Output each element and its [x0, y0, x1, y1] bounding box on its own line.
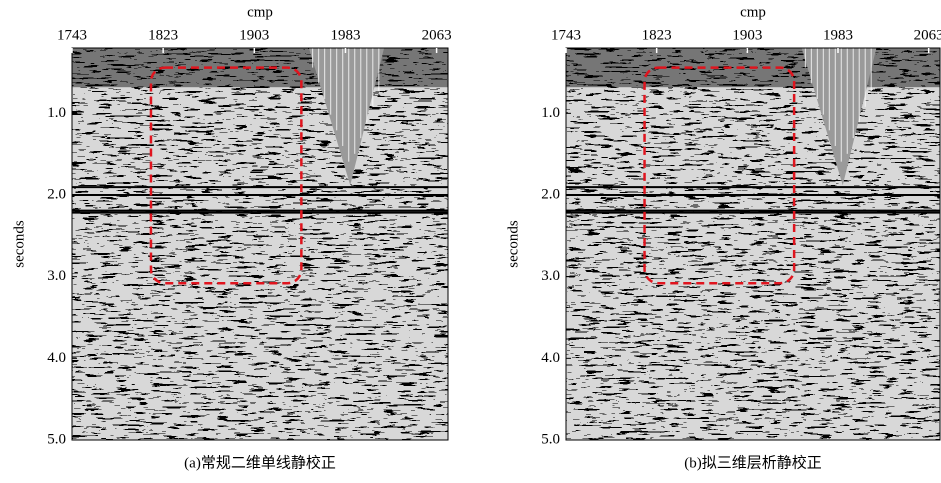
x-tick-label: 2063	[914, 27, 941, 43]
x-tick-label: 1743	[57, 27, 87, 43]
y-tick-label: 1.0	[541, 105, 560, 121]
seismic-section	[71, 47, 449, 441]
caption: (b)拟三维层析静校正	[684, 454, 822, 471]
caption: (a)常规二维单线静校正	[184, 454, 336, 471]
x-tick-label: 1983	[823, 27, 853, 43]
y-tick-label: 3.0	[541, 268, 560, 284]
plot-frame	[71, 47, 449, 441]
x-tick-label: 1823	[642, 27, 672, 43]
x-tick-label: 2063	[422, 27, 452, 43]
y-tick-label: 2.0	[541, 186, 560, 202]
y-tick-label: 4.0	[541, 350, 560, 366]
y-tick-label: 4.0	[47, 350, 66, 366]
seismic-section	[565, 47, 941, 441]
highlight-box	[643, 66, 796, 285]
plot-frame	[565, 47, 941, 441]
y-axis-label: seconds	[505, 220, 521, 268]
x-tick-label: 1743	[551, 27, 581, 43]
x-axis-label: cmp	[247, 4, 273, 20]
x-axis-label: cmp	[740, 4, 766, 20]
mute-zone	[308, 48, 385, 186]
section-texture	[72, 48, 448, 440]
y-tick-label: 3.0	[47, 268, 66, 284]
x-tick-label: 1903	[239, 27, 269, 43]
y-tick-label: 5.0	[47, 431, 66, 447]
y-tick-label: 1.0	[47, 105, 66, 121]
y-tick-label: 5.0	[541, 431, 560, 447]
section-texture	[566, 48, 940, 440]
y-axis-label: seconds	[11, 220, 27, 268]
mute-zone	[801, 48, 877, 186]
x-tick-label: 1823	[148, 27, 178, 43]
highlight-box	[149, 66, 303, 285]
y-tick-label: 2.0	[47, 186, 66, 202]
x-tick-label: 1983	[330, 27, 360, 43]
x-tick-label: 1903	[732, 27, 762, 43]
